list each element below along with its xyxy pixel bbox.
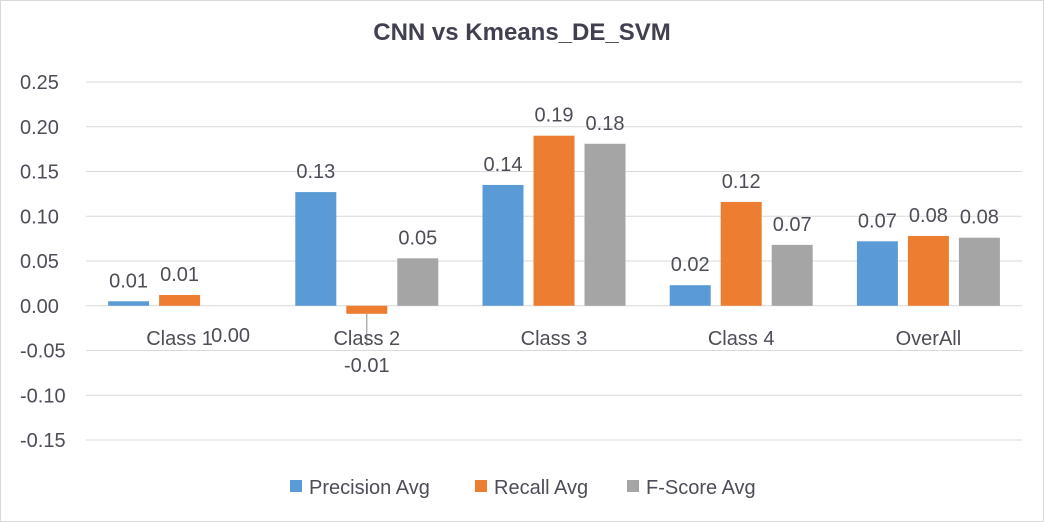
bar-recall-avgc3 — [533, 135, 575, 306]
data-label: -0.01 — [344, 355, 390, 377]
category-label: OverAll — [896, 328, 962, 350]
data-label: 0.12 — [722, 171, 761, 193]
legend-label: Recall Avg — [494, 477, 588, 499]
category-label: Class 4 — [708, 328, 775, 350]
category-label: Class 1 — [146, 328, 213, 350]
bar-precision-avgc2 — [295, 192, 337, 306]
y-tick-label: -0.15 — [20, 430, 66, 452]
chart-title: CNN vs Kmeans_DE_SVM — [373, 19, 671, 46]
data-label: 0.07 — [858, 210, 897, 232]
bar-recall-avgc5 — [907, 235, 949, 306]
data-label: 0.02 — [671, 254, 710, 276]
y-tick-label: 0.05 — [20, 251, 59, 273]
data-label: 0.01 — [109, 270, 148, 292]
bar-f-score-avgc5 — [958, 237, 1000, 306]
bar-precision-avgc5 — [856, 241, 898, 306]
y-tick-label: 0.10 — [20, 206, 59, 228]
y-tick-label: -0.05 — [20, 341, 66, 363]
bar-f-score-avgc2 — [397, 258, 439, 306]
bar-f-score-avgc3 — [584, 143, 626, 306]
y-tick-label: 0.20 — [20, 117, 59, 139]
data-label: 0.13 — [296, 161, 335, 183]
category-label: Class 3 — [521, 328, 588, 350]
data-label: 0.07 — [773, 214, 812, 236]
bar-precision-avgc1 — [108, 301, 150, 306]
legend-label: Precision Avg — [309, 477, 430, 499]
legend-swatch — [290, 480, 302, 492]
y-tick-label: 0.25 — [20, 72, 59, 94]
legend-swatch — [627, 480, 639, 492]
bar-precision-avgc4 — [669, 285, 711, 306]
data-label: 0.08 — [909, 205, 948, 227]
y-tick-label: 0.00 — [20, 296, 59, 318]
data-label: 0.14 — [484, 154, 523, 176]
y-tick-label: -0.10 — [20, 385, 66, 407]
y-tick-label: 0.15 — [20, 162, 59, 184]
bar-recall-avgc1 — [159, 295, 201, 306]
data-label: 0.08 — [960, 207, 999, 229]
bar-precision-avgc3 — [482, 184, 524, 306]
category-label: Class 2 — [333, 328, 400, 350]
data-label: 0.00 — [211, 325, 250, 347]
data-label: 0.05 — [398, 227, 437, 249]
legend-label: F-Score Avg — [646, 477, 756, 499]
bar-recall-avgc4 — [720, 201, 762, 306]
data-label: 0.18 — [586, 113, 625, 135]
legend-swatch — [475, 480, 487, 492]
bar-recall-avgc2 — [346, 305, 388, 314]
data-label: 0.19 — [535, 105, 574, 127]
data-label: 0.01 — [160, 264, 199, 286]
bar-f-score-avgc4 — [771, 244, 813, 306]
